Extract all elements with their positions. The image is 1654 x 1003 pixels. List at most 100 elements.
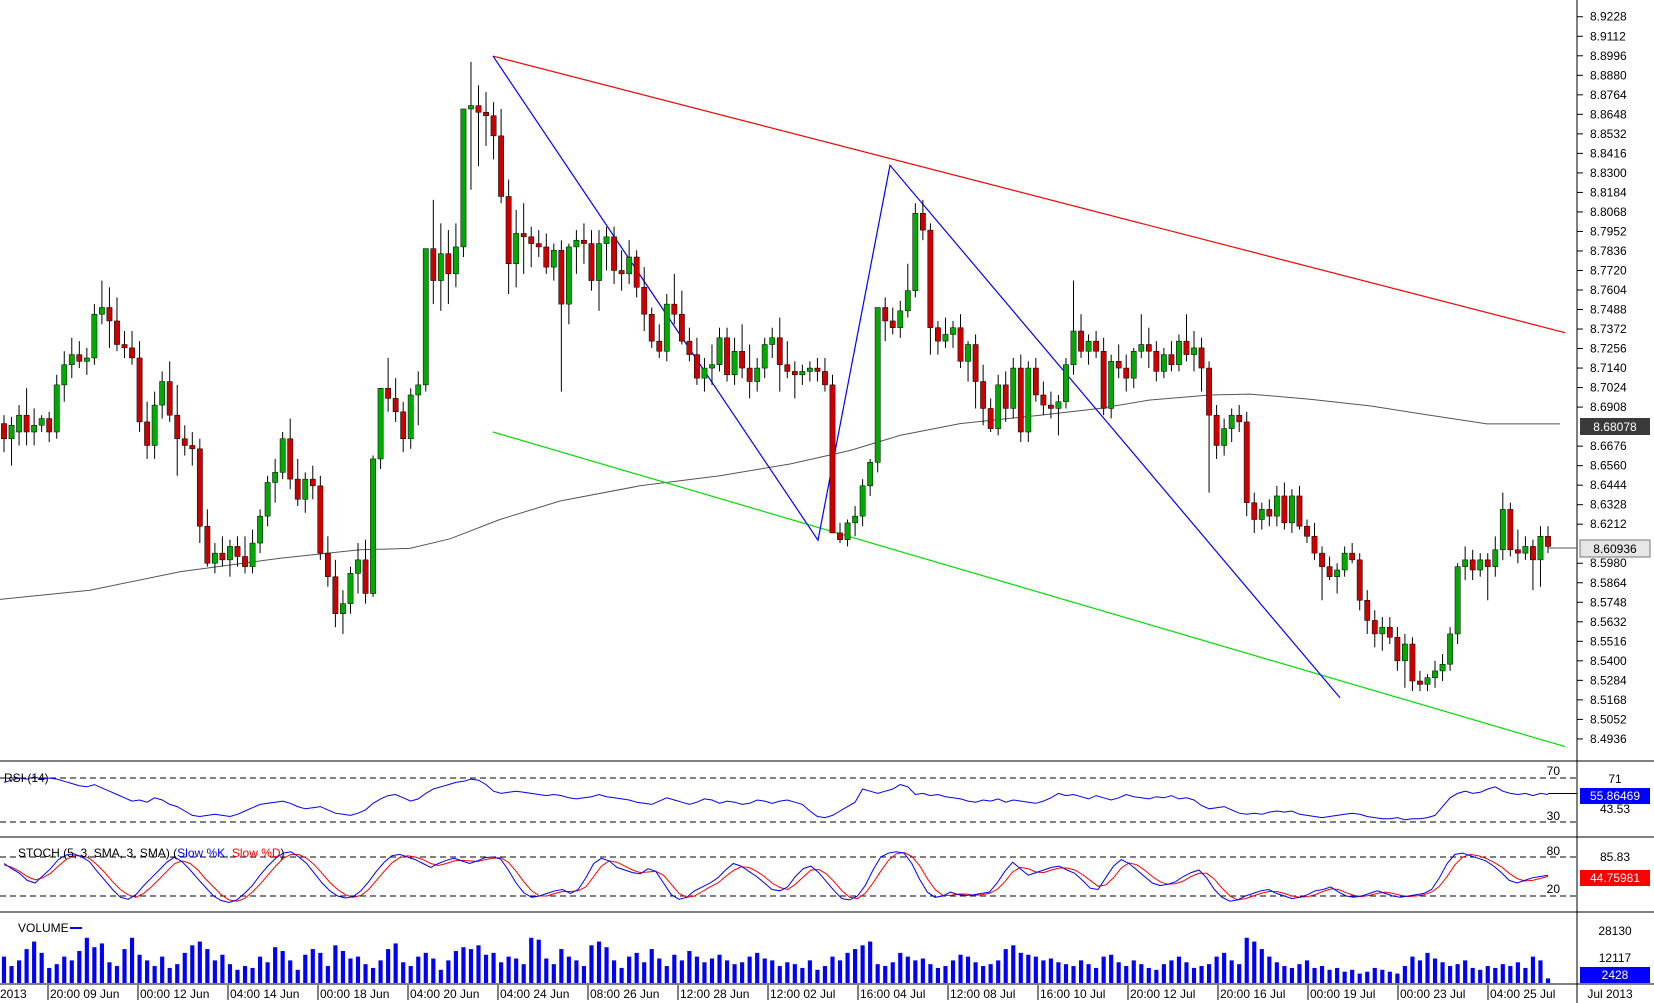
candle bbox=[520, 203, 527, 274]
candle-body-bear bbox=[1183, 340, 1190, 355]
volume-bar bbox=[295, 969, 300, 983]
candle-body-bear bbox=[490, 115, 497, 137]
volume-bar bbox=[1463, 960, 1468, 983]
candle bbox=[1213, 405, 1220, 459]
candle bbox=[174, 384, 181, 476]
candle-body-bear bbox=[309, 478, 316, 487]
candle-body-bear bbox=[784, 364, 791, 372]
candle bbox=[724, 327, 730, 382]
volume-bar bbox=[1161, 964, 1166, 983]
volume-bar bbox=[1116, 962, 1121, 983]
candle bbox=[61, 351, 68, 402]
candle bbox=[919, 199, 926, 241]
candle bbox=[822, 357, 828, 392]
candle-body-bull bbox=[1010, 367, 1017, 409]
volume-bar bbox=[265, 962, 270, 983]
volume-bar bbox=[717, 954, 722, 983]
candle bbox=[1319, 546, 1325, 601]
volume-bar bbox=[837, 960, 843, 983]
volume-bar bbox=[536, 939, 541, 983]
candle-body-bull bbox=[1439, 663, 1446, 672]
volume-bar bbox=[370, 967, 376, 983]
candle-body-bear bbox=[581, 239, 587, 244]
candle bbox=[1311, 522, 1318, 560]
candle-body-bear bbox=[1417, 680, 1423, 685]
candle-body-bear bbox=[46, 418, 53, 433]
candle-body-bull bbox=[1462, 559, 1469, 567]
candle bbox=[99, 280, 105, 325]
candle-body-bull bbox=[995, 384, 1002, 429]
volume-bar bbox=[212, 960, 217, 983]
volume-bar bbox=[1523, 967, 1528, 983]
candle bbox=[618, 250, 625, 291]
price-tick-label: 8.7952 bbox=[1590, 224, 1627, 238]
candle bbox=[91, 304, 98, 365]
volume-pane: VOLUME 28130 12117 2428 bbox=[1, 921, 1650, 983]
candle-body-bull bbox=[1070, 330, 1077, 365]
candle bbox=[1386, 617, 1393, 644]
volume-bar bbox=[220, 954, 225, 983]
volume-bar bbox=[1169, 960, 1174, 983]
candle bbox=[166, 361, 173, 422]
candle bbox=[151, 391, 158, 459]
candle bbox=[1258, 502, 1265, 530]
candle bbox=[761, 337, 768, 379]
candle-body-bear bbox=[1304, 525, 1310, 537]
date-label: 00:00 23 Jul bbox=[1400, 987, 1465, 1001]
candle-body-bear bbox=[1206, 367, 1212, 416]
candle-body-bull bbox=[565, 246, 572, 305]
volume-bar bbox=[175, 964, 180, 983]
candle-body-bull bbox=[942, 334, 949, 342]
candle-body-bear bbox=[1213, 414, 1220, 446]
candle-body-bear bbox=[588, 243, 595, 281]
candle-body-bull bbox=[1191, 347, 1197, 355]
candle bbox=[889, 307, 896, 335]
candle bbox=[505, 179, 512, 295]
price-axis-ticks: 8.9228 8.9112 8.8996 8.8880 8.8764 8.8648 8.85… bbox=[1577, 10, 1627, 746]
candle-body-bear bbox=[166, 381, 173, 416]
candle bbox=[114, 297, 120, 352]
candle bbox=[709, 344, 715, 385]
candle-body-bear bbox=[136, 357, 143, 423]
candle bbox=[648, 307, 655, 348]
candle-body-bear bbox=[498, 135, 504, 197]
volume-bar bbox=[152, 966, 157, 983]
candle-body-bull bbox=[415, 384, 422, 396]
date-label: 2013 bbox=[0, 987, 27, 1001]
candle-body-bear bbox=[957, 327, 964, 362]
volume-bar bbox=[84, 937, 89, 983]
candle-body-bear bbox=[1040, 394, 1047, 406]
candle-body-bear bbox=[475, 105, 482, 113]
volume-bar bbox=[740, 962, 745, 983]
date-label: 04:00 25 Jul bbox=[1490, 987, 1555, 1001]
volume-bar bbox=[664, 966, 669, 983]
candle-body-bear bbox=[1409, 643, 1416, 682]
price-tick-label: 8.5168 bbox=[1590, 693, 1627, 707]
volume-bar bbox=[280, 950, 285, 983]
candle-body-bear bbox=[633, 256, 640, 288]
candle-body-bear bbox=[535, 243, 542, 248]
volume-bar bbox=[1101, 956, 1106, 983]
candle-body-bull bbox=[377, 388, 384, 460]
candle-body-bear bbox=[385, 388, 392, 399]
candle-body-bear bbox=[520, 233, 527, 238]
candle-body-bear bbox=[1386, 626, 1393, 638]
candle-body-bear bbox=[121, 344, 128, 349]
candle-body-bear bbox=[791, 371, 798, 376]
candle-body-bear bbox=[234, 546, 241, 557]
candle-body-bear bbox=[776, 337, 783, 365]
candle-body-bull bbox=[257, 515, 263, 544]
candle bbox=[106, 287, 113, 348]
price-tick-label: 8.6560 bbox=[1590, 459, 1627, 473]
volume-bar bbox=[529, 937, 534, 983]
candle-body-bull bbox=[68, 354, 75, 365]
candle-body-bear bbox=[837, 532, 843, 540]
candle-body-bear bbox=[219, 552, 226, 561]
volume-bar bbox=[114, 966, 120, 983]
candle bbox=[392, 378, 399, 422]
volume-bar bbox=[1071, 966, 1076, 983]
candle bbox=[897, 300, 904, 338]
price-tick-label: 8.8300 bbox=[1590, 166, 1627, 180]
candle bbox=[483, 92, 489, 146]
volume-bar bbox=[1312, 967, 1317, 983]
